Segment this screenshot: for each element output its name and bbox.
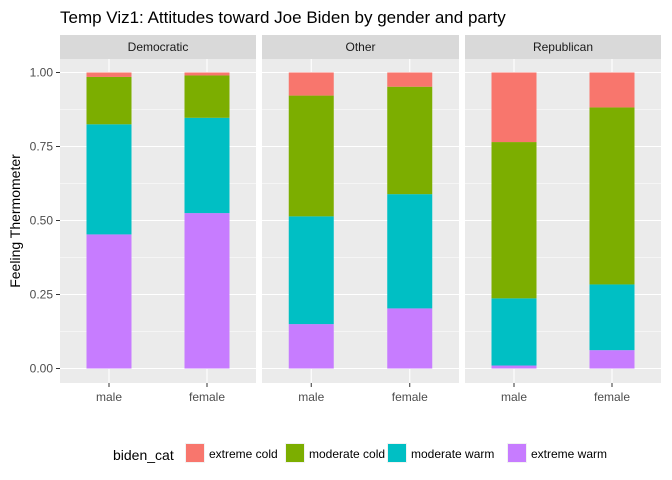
bar-segment-extreme-cold-female [589, 72, 635, 108]
legend-key-extreme-warm [508, 444, 526, 462]
bar-segment-extreme-warm-female [184, 213, 230, 369]
bar-segment-extreme-warm-female [589, 350, 635, 369]
bar-segment-extreme-cold-female [184, 72, 230, 76]
facet-strip-label: Other [345, 40, 375, 54]
legend-label-extreme-cold: extreme cold [209, 447, 278, 461]
bar-segment-extreme-warm-male [491, 365, 537, 369]
x-tick-label: female [392, 390, 428, 404]
panel-democratic: Democratic male female [60, 35, 256, 404]
legend-label-extreme-warm: extreme warm [531, 447, 607, 461]
x-tick-label: male [501, 390, 527, 404]
y-tick-label-2: 0.50 [30, 214, 54, 228]
facet-strip [262, 35, 459, 59]
legend-title: biden_cat [113, 447, 174, 463]
y-tick-label-3: 0.75 [30, 140, 54, 154]
y-tick-label-1: 0.25 [30, 288, 54, 302]
bar-segment-extreme-cold-female [387, 72, 433, 87]
bar-segment-moderate-cold-male [86, 76, 132, 125]
bar-segment-extreme-cold-male [288, 72, 334, 96]
y-tick-label-4: 1.00 [30, 66, 54, 80]
bar-segment-moderate-warm-female [589, 284, 635, 351]
bar-segment-moderate-warm-male [288, 216, 334, 325]
x-tick-label: male [96, 390, 122, 404]
facet-strip [60, 35, 256, 59]
y-tick-marks [56, 72, 60, 369]
legend-key-extreme-cold [186, 444, 204, 462]
facet-strip-label: Republican [533, 40, 593, 54]
x-tick-label: female [189, 390, 225, 404]
legend-key-moderate-cold [286, 444, 304, 462]
panel-other: Other male female [262, 35, 459, 404]
bar-segment-moderate-warm-male [86, 124, 132, 235]
x-tick-label: female [594, 390, 630, 404]
legend-key-moderate-warm [388, 444, 406, 462]
bar-segment-moderate-warm-female [387, 194, 433, 309]
bar-segment-extreme-warm-male [288, 324, 334, 369]
panel-republican: Republican male female [465, 35, 661, 404]
bar-segment-moderate-cold-male [491, 142, 537, 299]
bar-segment-extreme-warm-male [86, 234, 132, 369]
legend-label-moderate-warm: moderate warm [411, 447, 494, 461]
bar-segment-extreme-cold-male [491, 72, 537, 143]
legend: biden_cat extreme cold moderate cold moder… [113, 443, 607, 463]
bar-segment-extreme-warm-female [387, 308, 433, 369]
chart-title: Temp Viz1: Attitudes toward Joe Biden by… [60, 8, 506, 27]
facet-strip-label: Democratic [128, 40, 189, 54]
bar-segment-moderate-warm-male [491, 298, 537, 366]
bar-segment-moderate-cold-female [184, 75, 230, 118]
bar-segment-extreme-cold-male [86, 72, 132, 77]
facet-strip [465, 35, 661, 59]
bar-segment-moderate-warm-female [184, 117, 230, 214]
legend-label-moderate-cold: moderate cold [309, 447, 385, 461]
bar-segment-moderate-cold-female [589, 107, 635, 285]
bar-segment-moderate-cold-male [288, 95, 334, 217]
y-axis-title: Feeling Thermometer [7, 154, 23, 288]
bar-segment-moderate-cold-female [387, 86, 433, 195]
y-tick-label-0: 0.00 [30, 362, 54, 376]
x-tick-label: male [298, 390, 324, 404]
